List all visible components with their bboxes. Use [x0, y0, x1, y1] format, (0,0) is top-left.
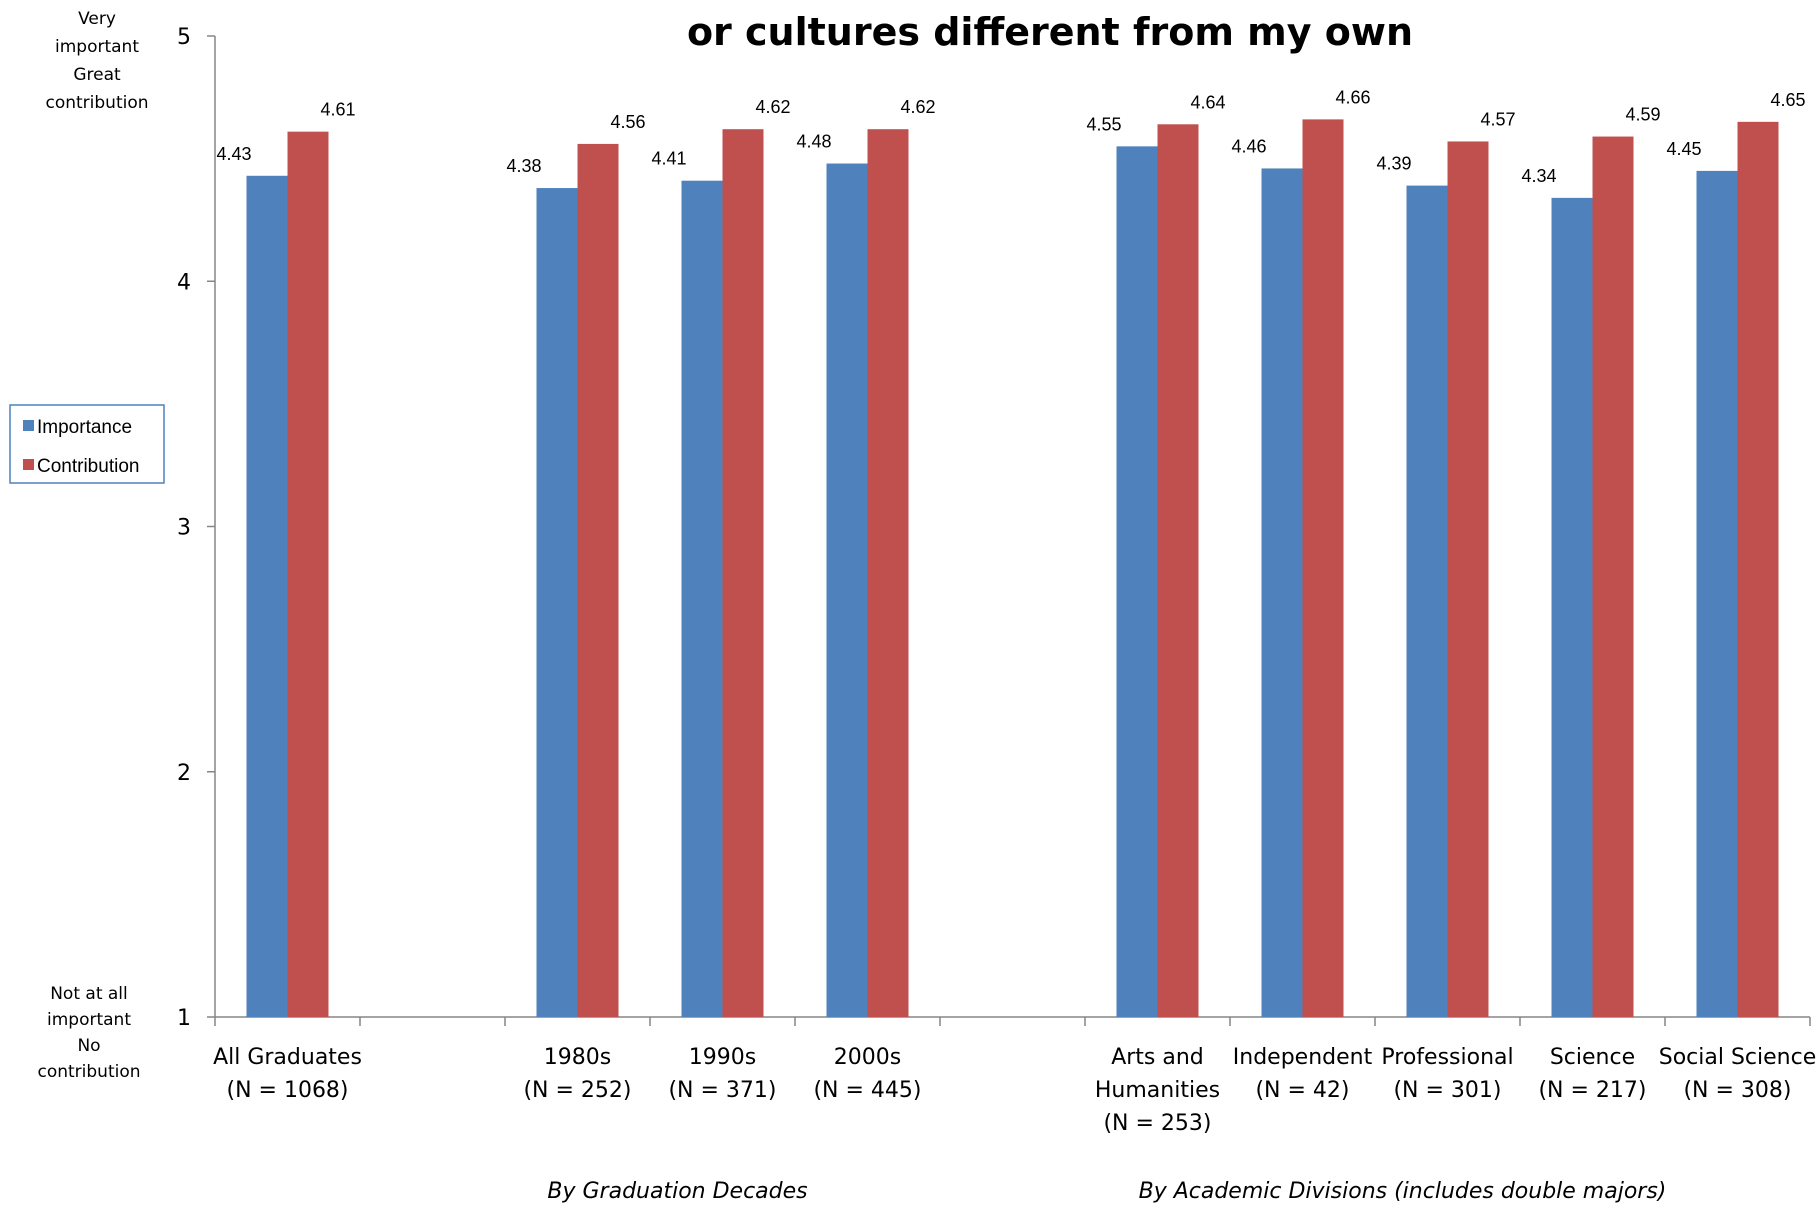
bar-importance	[536, 188, 578, 1017]
bar-importance	[1696, 170, 1738, 1017]
group-label: By Academic Divisions (includes double m…	[1139, 1179, 1667, 1204]
category-label-line: (N = 445)	[813, 1078, 921, 1103]
y-tick-label: 2	[177, 761, 191, 786]
data-label-importance: 4.46	[1231, 136, 1266, 156]
y-anchor-top-line: Very	[78, 9, 116, 29]
y-anchor-bottom-label: Not at all important No contribution	[37, 984, 140, 1082]
data-label-contribution: 4.61	[320, 100, 355, 120]
category-label-line: (N = 217)	[1538, 1078, 1646, 1103]
y-anchor-bottom-line: important	[47, 1010, 131, 1030]
category-label-line: 2000s	[834, 1045, 901, 1070]
data-label-importance: 4.48	[796, 132, 831, 152]
group-label: By Graduation Decades	[547, 1179, 807, 1204]
data-label-contribution: 4.57	[1480, 109, 1515, 129]
bar-importance	[246, 175, 288, 1018]
category-label-line: 1990s	[689, 1045, 756, 1070]
category-label-line: (N = 308)	[1683, 1078, 1791, 1103]
data-label-importance: 4.39	[1376, 154, 1411, 174]
data-label-contribution: 4.62	[755, 97, 790, 117]
bar-contribution	[867, 129, 909, 1017]
category-label-line: Arts and	[1111, 1045, 1204, 1070]
data-label-contribution: 4.64	[1190, 92, 1225, 112]
bar-importance	[1261, 168, 1303, 1017]
bar-contribution	[1157, 124, 1199, 1018]
bar-contribution	[1737, 121, 1779, 1017]
axes: 1 2 3 4 5	[177, 25, 1811, 1031]
group-labels: By Graduation Decades By Academic Divisio…	[547, 1179, 1666, 1204]
category-label-line: All Graduates	[213, 1045, 362, 1070]
legend-label: Importance	[37, 417, 132, 438]
data-label-contribution: 4.56	[610, 112, 645, 132]
data-label-contribution: 4.65	[1770, 90, 1805, 110]
category-label-line: (N = 371)	[668, 1078, 776, 1103]
bar-contribution	[1592, 136, 1634, 1018]
category-label-line: (N = 42)	[1255, 1078, 1349, 1103]
y-tick-label: 4	[177, 270, 191, 295]
category-label-line: Humanities	[1095, 1078, 1220, 1103]
bar-contribution	[577, 143, 619, 1017]
legend-swatch	[23, 459, 34, 470]
category-label-line: (N = 1068)	[226, 1078, 348, 1103]
category-label-line: (N = 253)	[1103, 1111, 1211, 1136]
data-label-importance: 4.41	[651, 149, 686, 169]
y-tick-label: 3	[177, 516, 191, 541]
bar-contribution	[1302, 119, 1344, 1017]
y-anchor-bottom-line: No	[77, 1036, 100, 1056]
category-label-line: (N = 301)	[1393, 1078, 1501, 1103]
y-anchor-top-line: contribution	[45, 93, 148, 113]
data-label-contribution: 4.62	[900, 97, 935, 117]
legend-box	[9, 404, 165, 484]
data-labels: 4.43 4.61 4.38 4.56 4.41 4.62 4.48 4.62 4.55 4.64…	[216, 87, 1805, 185]
bar-importance	[1406, 185, 1448, 1018]
data-label-importance: 4.38	[506, 156, 541, 176]
legend: Importance Contribution	[9, 404, 165, 484]
data-label-contribution: 4.66	[1335, 87, 1370, 107]
category-label-line: (N = 252)	[523, 1078, 631, 1103]
bar-importance	[1116, 146, 1158, 1018]
category-labels: All Graduates (N = 1068) 1980s (N = 252) 199…	[213, 1045, 1816, 1136]
bar-importance	[826, 163, 868, 1017]
bar-contribution	[1447, 141, 1489, 1017]
category-label-line: 1980s	[544, 1045, 611, 1070]
category-label-line: Independent	[1233, 1045, 1373, 1070]
y-anchor-top-line: Great	[73, 65, 121, 85]
y-tick-label: 1	[177, 1006, 191, 1031]
y-anchor-bottom-line: contribution	[37, 1062, 140, 1082]
data-label-contribution: 4.59	[1625, 105, 1660, 125]
category-label-line: Professional	[1381, 1045, 1513, 1070]
data-label-importance: 4.43	[216, 144, 251, 164]
bar-importance	[1551, 197, 1593, 1018]
bar-contribution	[722, 129, 764, 1017]
category-label-line: Science	[1550, 1045, 1635, 1070]
data-label-importance: 4.55	[1086, 114, 1121, 134]
legend-label: Contribution	[37, 456, 139, 477]
y-anchor-top-label: Very important Great contribution	[45, 9, 148, 113]
y-anchor-bottom-line: Not at all	[50, 984, 128, 1004]
bar-contribution	[287, 131, 329, 1017]
data-label-importance: 4.34	[1521, 166, 1556, 186]
bars	[246, 119, 1779, 1018]
legend-swatch	[23, 420, 34, 431]
y-tick-label: 5	[177, 25, 191, 50]
bar-importance	[681, 180, 723, 1017]
chart-title: or cultures different from my own	[687, 10, 1413, 54]
category-label-line: Social Science	[1659, 1045, 1817, 1070]
y-anchor-top-line: important	[55, 37, 139, 57]
data-label-importance: 4.45	[1666, 139, 1701, 159]
